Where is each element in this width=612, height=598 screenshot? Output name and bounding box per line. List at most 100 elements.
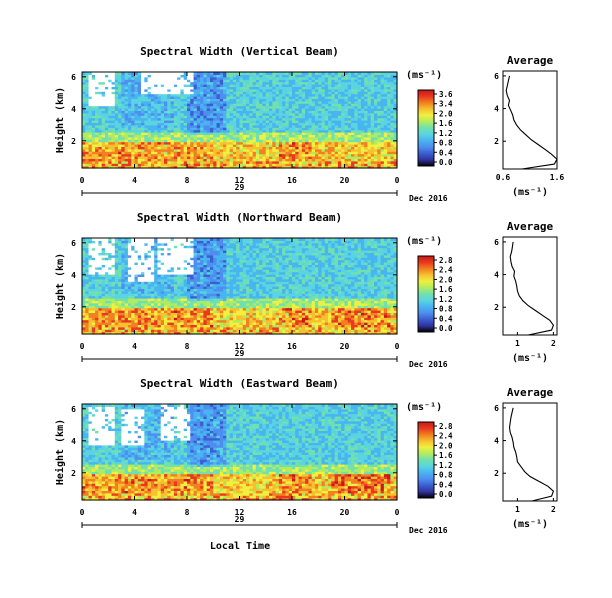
heatmap-cell bbox=[82, 122, 86, 126]
heatmap-cell bbox=[108, 283, 113, 287]
heatmap-cell bbox=[91, 295, 96, 299]
heatmap-cell bbox=[305, 93, 310, 97]
heatmap-cell bbox=[183, 146, 188, 150]
heatmap-cell bbox=[354, 100, 359, 104]
heatmap-cell bbox=[150, 293, 155, 297]
heatmap-cell bbox=[269, 112, 273, 116]
heatmap-cell bbox=[111, 96, 116, 99]
heatmap-cell bbox=[121, 307, 126, 311]
heatmap-cell bbox=[134, 247, 139, 251]
heatmap-cell bbox=[374, 151, 378, 155]
heatmap-cell bbox=[127, 278, 132, 282]
heatmap-cell bbox=[118, 247, 122, 251]
heatmap-cell bbox=[331, 93, 336, 97]
heatmap-cell bbox=[160, 319, 165, 323]
heatmap-cell bbox=[374, 74, 378, 78]
heatmap-cell bbox=[282, 86, 287, 90]
heatmap-cell bbox=[249, 144, 254, 147]
heatmap-cell bbox=[308, 105, 313, 109]
heatmap-cell bbox=[255, 132, 260, 135]
heatmap-cell bbox=[180, 86, 185, 90]
heatmap-cell bbox=[144, 254, 149, 258]
heatmap-cell bbox=[101, 245, 106, 249]
heatmap-cell bbox=[121, 331, 126, 335]
heatmap-cell bbox=[223, 103, 227, 107]
heatmap-cell bbox=[164, 322, 168, 325]
heatmap-cell bbox=[275, 112, 280, 116]
heatmap-cell bbox=[259, 129, 264, 133]
heatmap-cell bbox=[101, 93, 106, 97]
heatmap-cell bbox=[334, 98, 339, 102]
heatmap-cell bbox=[160, 76, 165, 80]
heatmap-cell bbox=[144, 262, 149, 265]
heatmap-cell bbox=[144, 110, 149, 114]
heatmap-cell bbox=[321, 158, 326, 162]
heatmap-cell bbox=[167, 120, 172, 123]
heatmap-cell bbox=[104, 240, 109, 244]
heatmap-cell bbox=[295, 124, 300, 128]
heatmap-cell bbox=[88, 314, 93, 318]
heatmap-cell bbox=[223, 141, 227, 145]
heatmap-cell bbox=[288, 76, 293, 80]
heatmap-cell bbox=[377, 79, 382, 83]
heatmap-cell bbox=[124, 319, 129, 323]
heatmap-cell bbox=[141, 120, 145, 123]
heatmap-cell bbox=[137, 290, 142, 294]
heatmap-cell bbox=[111, 269, 116, 273]
heatmap-cell bbox=[331, 120, 336, 123]
heatmap-cell bbox=[206, 132, 211, 135]
heatmap-cell bbox=[383, 129, 388, 133]
heatmap-cell bbox=[82, 86, 86, 90]
heatmap-cell bbox=[288, 141, 293, 145]
heatmap-cell bbox=[393, 100, 398, 104]
heatmap-cell bbox=[134, 146, 139, 150]
heatmap-cell bbox=[344, 84, 349, 87]
heatmap-cell bbox=[108, 146, 113, 150]
heatmap-cell bbox=[229, 76, 234, 80]
heatmap-cell bbox=[124, 148, 129, 152]
heatmap-cell bbox=[131, 250, 136, 253]
heatmap-cell bbox=[167, 127, 172, 131]
heatmap-cell bbox=[311, 79, 316, 83]
heatmap-cell bbox=[321, 108, 326, 111]
heatmap-cell bbox=[305, 148, 310, 152]
heatmap-cell bbox=[393, 76, 398, 80]
heatmap-cell bbox=[308, 148, 313, 152]
heatmap-cell bbox=[177, 112, 182, 116]
heatmap-cell bbox=[147, 274, 152, 277]
heatmap-cell bbox=[157, 115, 162, 119]
heatmap-cell bbox=[265, 72, 270, 75]
heatmap-cell bbox=[311, 148, 316, 152]
heatmap-cell bbox=[196, 115, 201, 119]
heatmap-cell bbox=[82, 269, 86, 273]
heatmap-cell bbox=[108, 74, 113, 78]
heatmap-cell bbox=[232, 86, 237, 90]
heatmap-cell bbox=[229, 144, 234, 147]
heatmap-cell bbox=[341, 81, 346, 85]
heatmap-cell bbox=[114, 252, 119, 256]
heatmap-cell bbox=[347, 91, 352, 95]
heatmap-cell bbox=[213, 136, 218, 140]
heatmap-cell bbox=[200, 91, 205, 95]
heatmap-cell bbox=[370, 108, 375, 111]
heatmap-cell bbox=[390, 100, 395, 104]
heatmap-cell bbox=[144, 76, 149, 80]
heatmap-cell bbox=[301, 86, 306, 90]
heatmap-cell bbox=[170, 81, 175, 85]
heatmap-cell bbox=[137, 100, 142, 104]
heatmap-cell bbox=[134, 298, 139, 301]
heatmap-cell bbox=[124, 127, 129, 131]
heatmap-cell bbox=[265, 122, 270, 126]
heatmap-cell bbox=[288, 153, 293, 157]
heatmap-cell bbox=[321, 105, 326, 109]
heatmap-cell bbox=[255, 141, 260, 145]
heatmap-cell bbox=[328, 163, 332, 167]
heatmap-cell bbox=[164, 310, 168, 313]
heatmap-cell bbox=[150, 274, 155, 277]
heatmap-cell bbox=[354, 153, 359, 157]
heatmap-cell bbox=[190, 141, 195, 145]
heatmap-cell bbox=[82, 84, 86, 87]
heatmap-cell bbox=[387, 81, 392, 85]
heatmap-cell bbox=[144, 276, 149, 280]
heatmap-cell bbox=[108, 115, 113, 119]
